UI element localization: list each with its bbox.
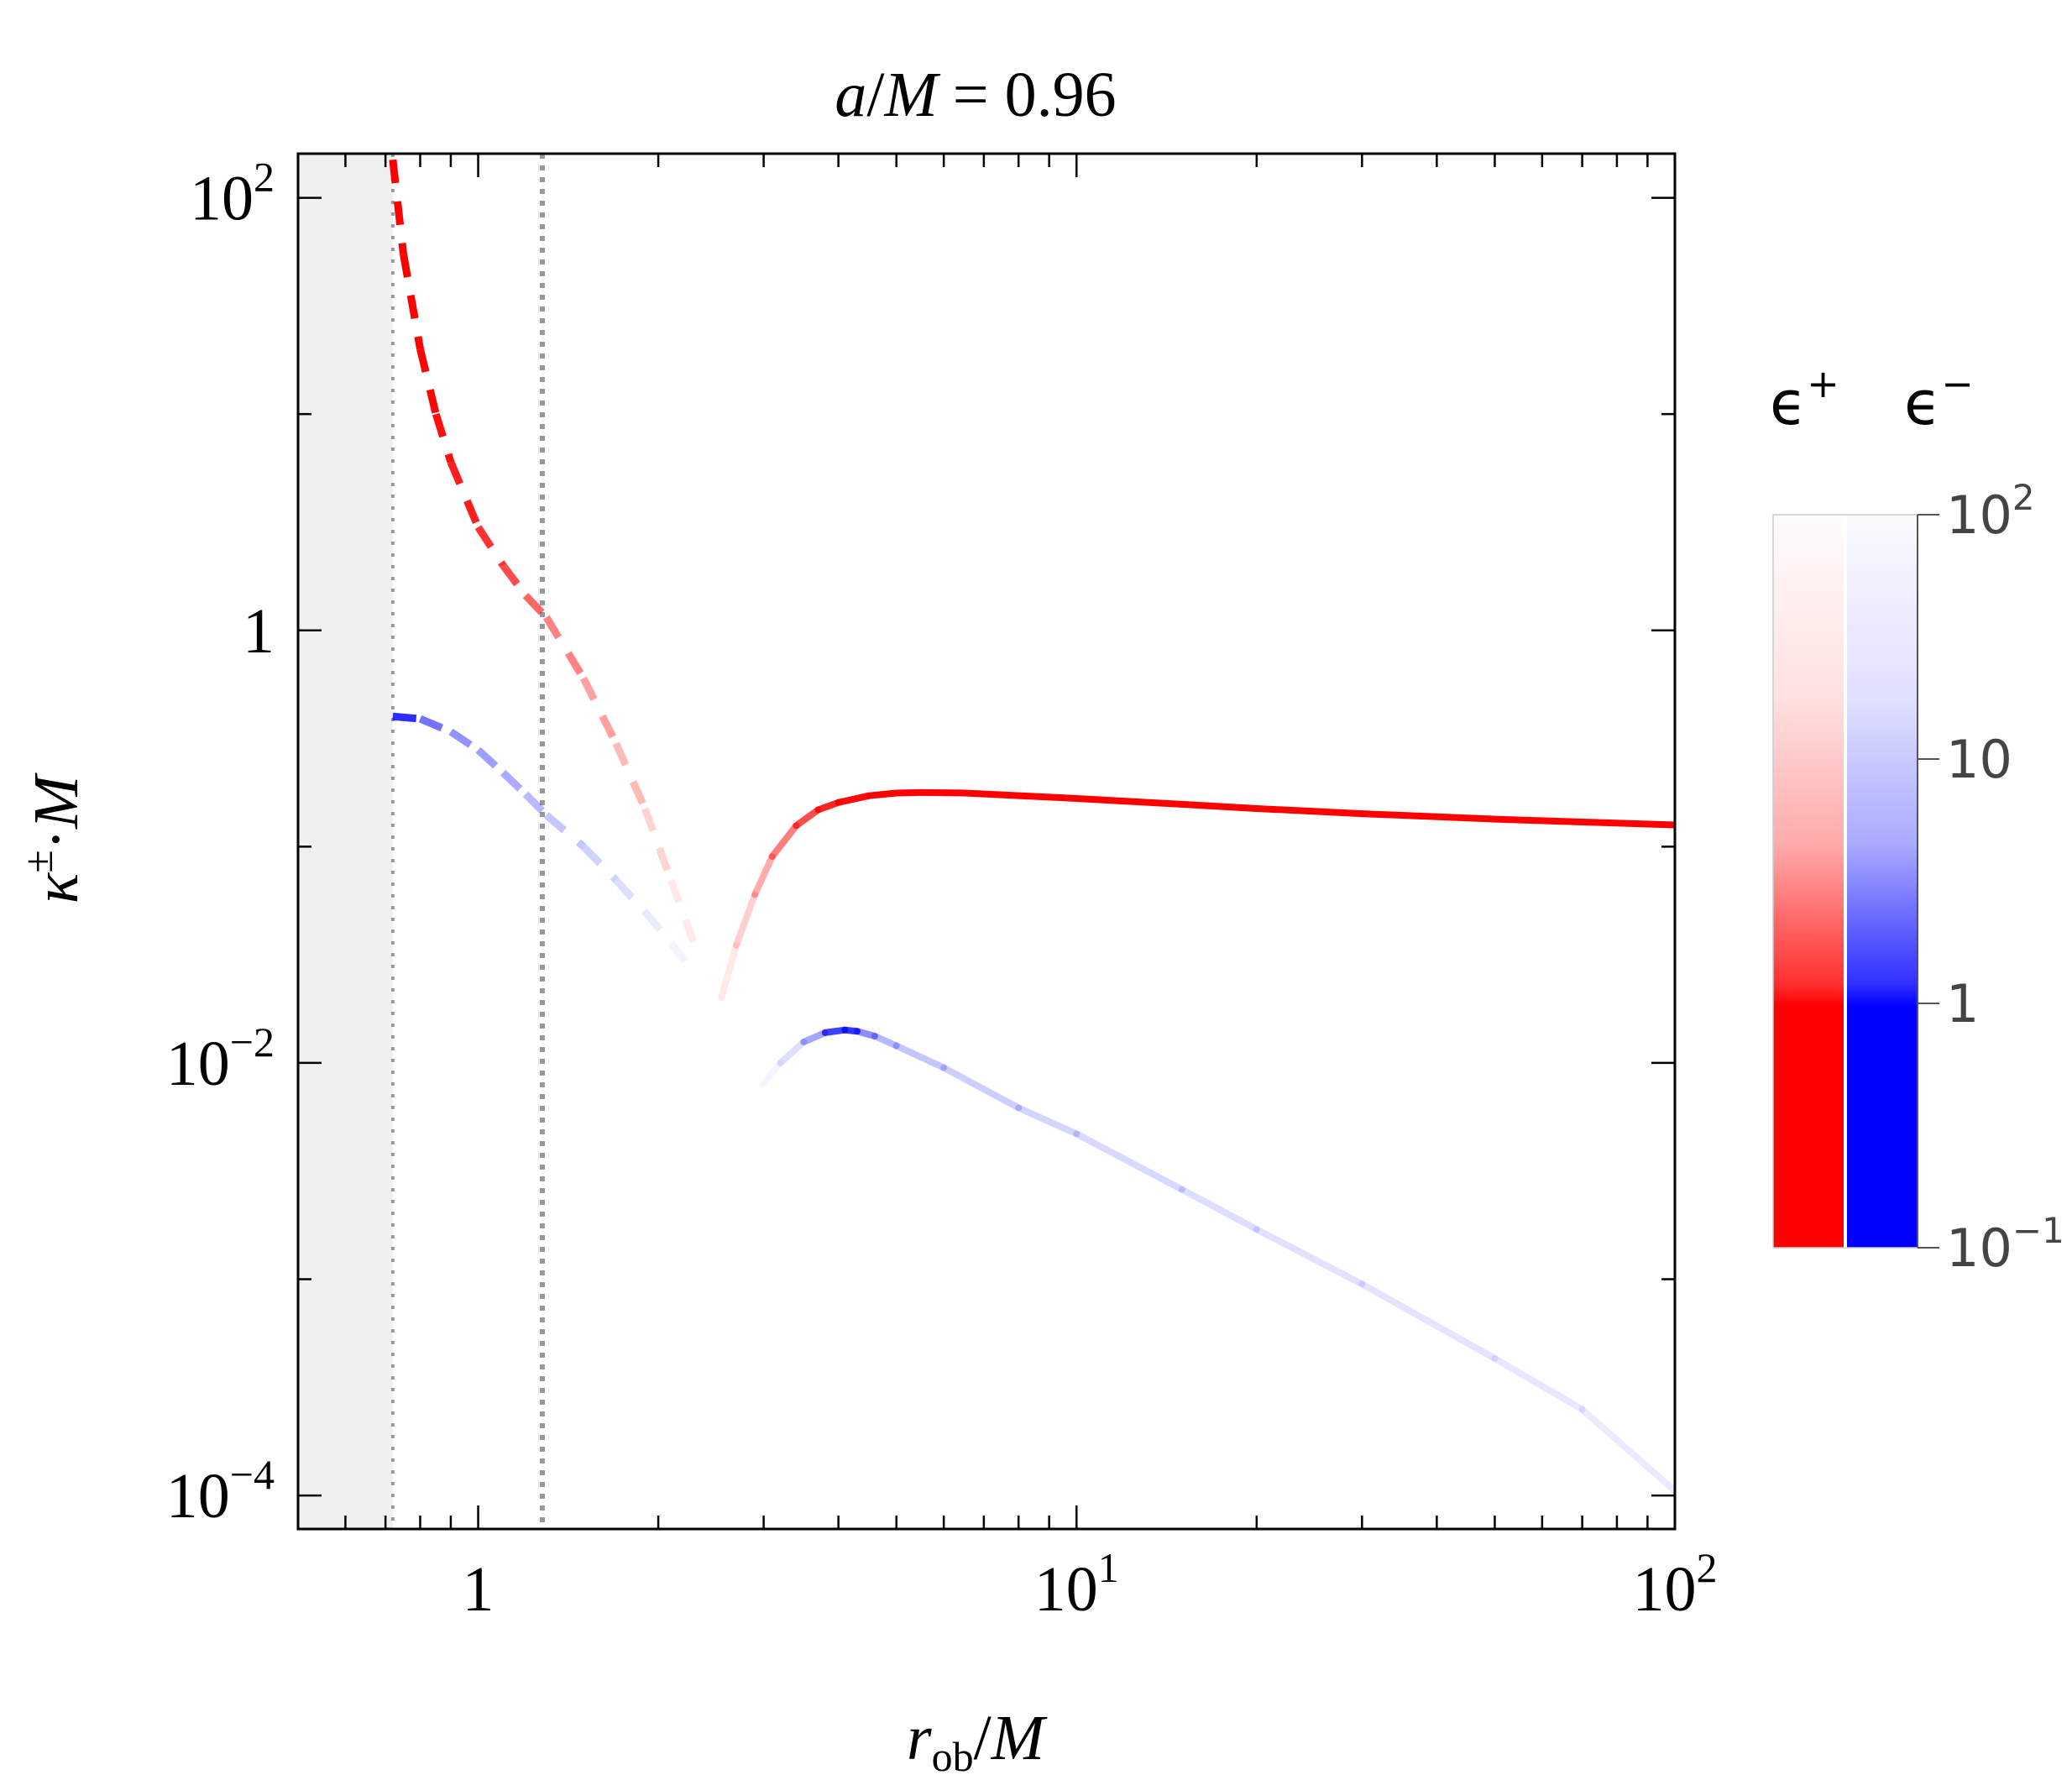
series-3-segment [1015, 1104, 1080, 1138]
y-tick-label-3: 102 [190, 154, 275, 234]
colorbar-minus [1847, 515, 1918, 1248]
x-label-sub: ob [932, 1733, 974, 1775]
series-0-segment [522, 593, 550, 620]
series-1-segment [641, 908, 674, 945]
series-3-segment [854, 1028, 878, 1040]
x-label-M: M [991, 1703, 1048, 1773]
series-3-segment [1358, 1280, 1499, 1362]
colorbar-label-eplus: ϵ+ [1770, 361, 1839, 438]
y-label-M: M [21, 772, 92, 830]
series-3-segment [760, 1059, 784, 1087]
series-2 [718, 788, 1675, 1002]
series-1-segment [392, 712, 421, 723]
colorbar-tick-label-3: 10−1 [1946, 1210, 2064, 1279]
y-label-dot: · [21, 829, 92, 850]
colorbar-tick-label-0: 102 [1946, 477, 2035, 546]
series-0-segment [432, 412, 455, 463]
series-3-segment [1491, 1354, 1586, 1413]
series-0 [389, 159, 699, 947]
series-2-segment [1015, 792, 1080, 802]
series-0-segment [542, 615, 587, 681]
series-2-segment [793, 806, 822, 830]
title-slash: / [866, 60, 885, 130]
series-2-segment [1491, 815, 1586, 825]
series-2-segment [1578, 818, 1675, 829]
series-1-segment [448, 728, 481, 753]
series-3-segment [1253, 1226, 1366, 1288]
series-1-segment [418, 715, 453, 736]
series-2-segment [866, 789, 900, 799]
series-0-segment [400, 253, 424, 350]
plot-frame [296, 152, 1677, 1531]
x-label-slash: / [974, 1703, 992, 1773]
series-1 [392, 712, 698, 976]
y-tick-label-1: 10−2 [166, 1018, 275, 1099]
y-tick-label-2: 1 [243, 596, 275, 667]
series-3-segment [871, 1033, 900, 1050]
series-2-segment [835, 792, 873, 806]
series-3-segment [1578, 1406, 1675, 1495]
series-2-segment [718, 941, 740, 1002]
series-0-segment [447, 460, 482, 529]
series-1-segment [613, 877, 648, 914]
series-3-segment [800, 1029, 829, 1045]
x-ticks: 1 101 102 [296, 154, 1718, 1625]
x-tick-label-0: 1 [463, 1554, 494, 1625]
series-2-segment [751, 853, 776, 898]
colorbar-label-eminus: ϵ− [1904, 361, 1974, 438]
series-3-segment [892, 1042, 948, 1071]
y-ticks: 10−4 10−2 1 102 [166, 154, 1675, 1532]
y-tick-label-0: 10−4 [166, 1451, 275, 1532]
series-2-segment [732, 891, 759, 949]
series-1-segment [543, 812, 586, 850]
x-axis-label: rob/M [907, 1703, 1048, 1775]
series-2-segment [1073, 794, 1185, 808]
shaded-region [298, 154, 393, 1529]
y-label-kappa: κ [21, 872, 92, 903]
series-1-segment [522, 791, 549, 818]
series-2-segment [1253, 804, 1366, 818]
y-label-sup: ± [14, 850, 61, 872]
chart-title: a/M = 0.96 [835, 60, 1116, 130]
series-2-segment [768, 822, 800, 861]
series-0-segment [416, 348, 440, 416]
colorbar-tick-label-2: 1 [1946, 973, 1979, 1034]
plot-area: 1 101 102 10−4 10−2 1 102 [166, 152, 1718, 1625]
series-2-segment [1358, 810, 1499, 823]
series-0-segment [580, 676, 620, 746]
series-0-segment [667, 878, 699, 947]
series-1-segment [580, 844, 620, 883]
colorbar-plus [1773, 515, 1844, 1248]
series-3-segment [841, 1026, 861, 1035]
series-0-segment [389, 159, 407, 254]
vertical-lines [390, 154, 545, 1529]
series-2-segment [814, 798, 842, 814]
x-tick-label-2: 102 [1633, 1544, 1718, 1625]
series-1-segment [667, 940, 698, 976]
series-3-segment [940, 1064, 1023, 1112]
title-a: a [835, 60, 866, 130]
series-0-segment [500, 563, 529, 598]
colorbar-ticks: 102 10 1 10−1 [1918, 477, 2064, 1279]
series-3-segment [777, 1038, 808, 1066]
series-0-segment [641, 807, 675, 882]
series-3-segment [1178, 1186, 1260, 1233]
series-3-segment [1073, 1130, 1185, 1193]
series-layer [389, 159, 1675, 1495]
x-label-r: r [907, 1703, 932, 1773]
y-axis-label: κ±·M [14, 772, 92, 903]
colorbar: ϵ+ ϵ− 102 10 1 10−1 [1770, 361, 2064, 1279]
title-value: = 0.96 [953, 60, 1117, 130]
series-2-segment [1178, 800, 1260, 812]
colorbar-tick-label-1: 10 [1946, 729, 2012, 790]
series-1-segment [500, 769, 529, 797]
title-M: M [883, 60, 940, 130]
series-0-segment [612, 741, 649, 810]
x-tick-label-1: 101 [1034, 1544, 1119, 1625]
series-3 [760, 1026, 1675, 1495]
series-2-segment [960, 789, 1023, 799]
series-1-segment [475, 746, 506, 776]
series-0-segment [474, 525, 506, 568]
